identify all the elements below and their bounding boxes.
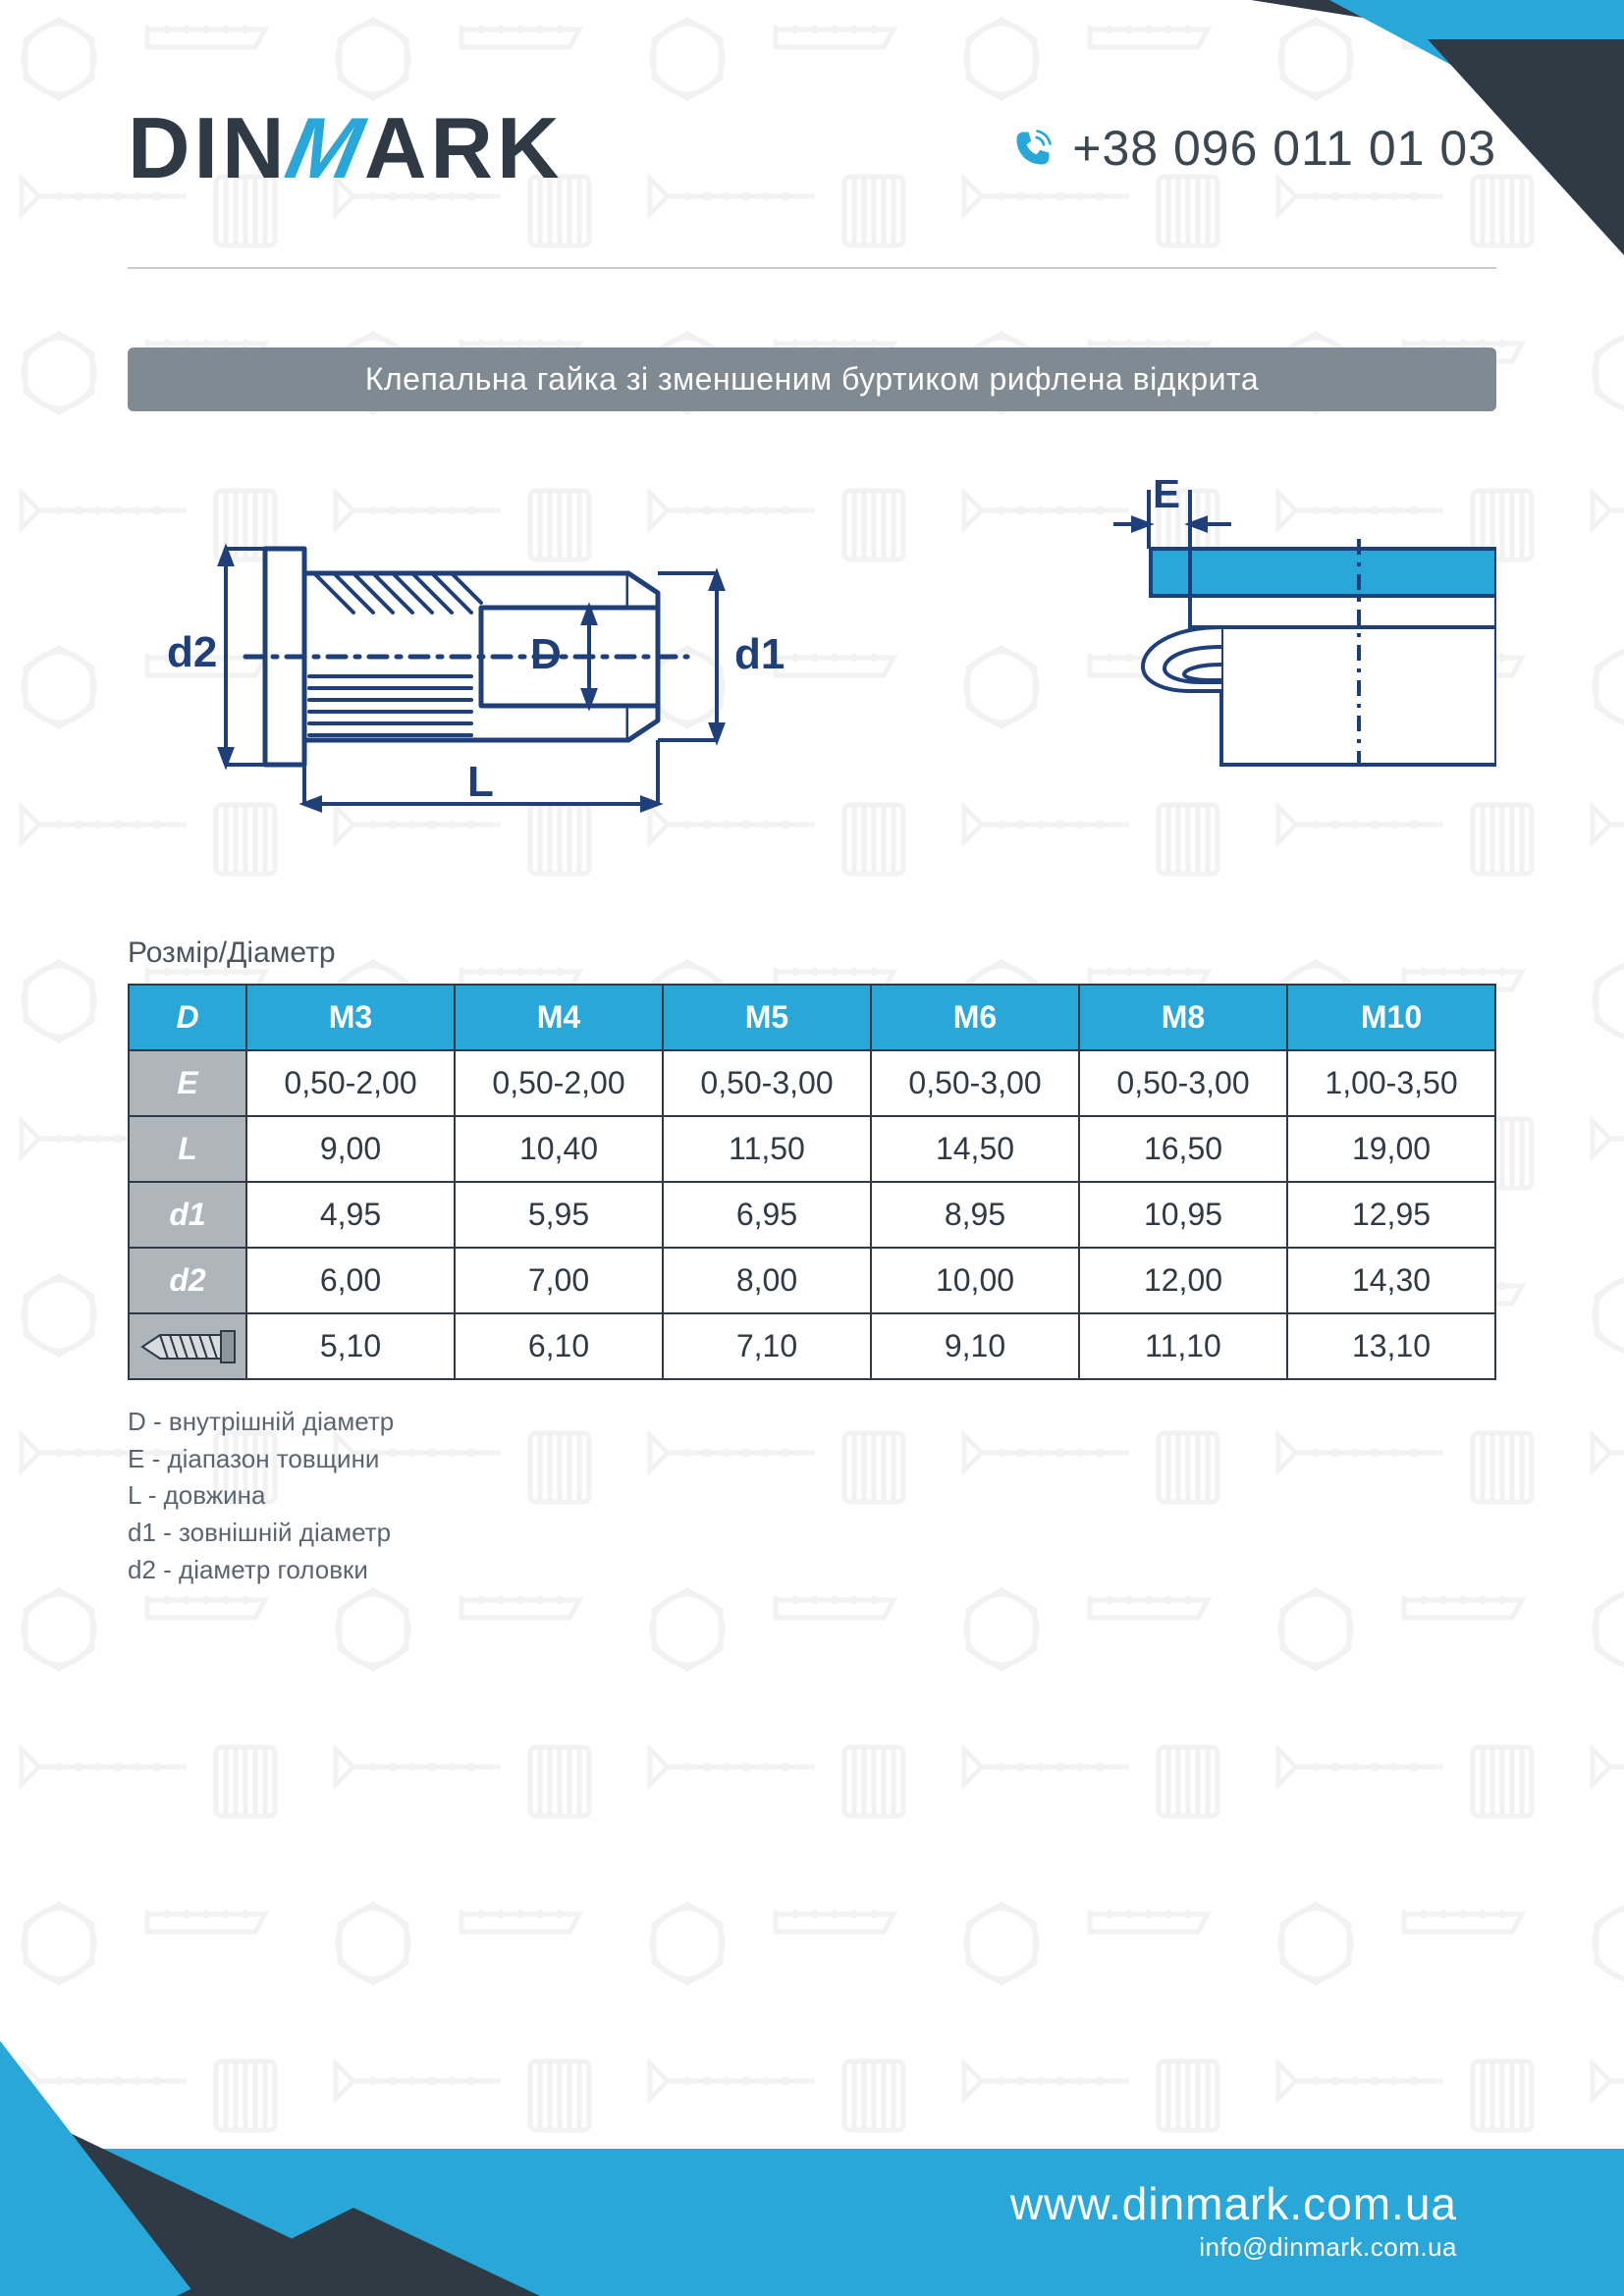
cell: 0,50-2,00 [246, 1050, 455, 1116]
document-title: Клепальна гайка зі зменшеним буртиком ри… [128, 347, 1496, 411]
dim-label-D: D [530, 630, 562, 678]
cell: 10,95 [1079, 1182, 1287, 1248]
footer-email: info@dinmark.com.ua [1010, 2232, 1457, 2263]
table-row: E 0,50-2,00 0,50-2,00 0,50-3,00 0,50-3,0… [129, 1050, 1495, 1116]
cell: 8,00 [663, 1248, 871, 1313]
cell: 7,10 [663, 1313, 871, 1379]
cell: 10,00 [871, 1248, 1079, 1313]
phone-icon [1011, 127, 1055, 170]
footer-text: www.dinmark.com.ua info@dinmark.com.ua [1010, 2177, 1457, 2263]
cell: 11,50 [663, 1116, 871, 1182]
cell: 9,00 [246, 1116, 455, 1182]
cell: 12,00 [1079, 1248, 1287, 1313]
row-header: L [129, 1116, 246, 1182]
table-row: d1 4,95 5,95 6,95 8,95 10,95 12,95 [129, 1182, 1495, 1248]
col-header: M10 [1287, 985, 1495, 1050]
phone-block: +38 096 011 01 03 [1011, 120, 1496, 177]
row-header: E [129, 1050, 246, 1116]
cell: 0,50-3,00 [871, 1050, 1079, 1116]
spec-table: D M3 M4 M5 M6 M8 M10 E 0,50-2,00 0,50-2,… [128, 984, 1496, 1380]
logo-text-pre: DIN [128, 98, 289, 198]
cell: 11,10 [1079, 1313, 1287, 1379]
legend-line: D - внутрішній діаметр [128, 1404, 1496, 1441]
legend-line: E - діапазон товщини [128, 1441, 1496, 1478]
footer-website: www.dinmark.com.ua [1010, 2177, 1457, 2230]
cell: 14,50 [871, 1116, 1079, 1182]
cell: 16,50 [1079, 1116, 1287, 1182]
col-header: M3 [246, 985, 455, 1050]
drill-bit-icon [138, 1327, 237, 1366]
cell: 6,00 [246, 1248, 455, 1313]
col-header: M6 [871, 985, 1079, 1050]
row-header-drill-icon [129, 1313, 246, 1379]
dim-label-d2: d2 [167, 628, 217, 676]
row-header: d2 [129, 1248, 246, 1313]
legend-line: d2 - діаметр головки [128, 1552, 1496, 1589]
cell: 5,95 [455, 1182, 663, 1248]
cell: 5,10 [246, 1313, 455, 1379]
dim-label-E: E [1153, 480, 1180, 516]
diagram-main: d2 D d1 [128, 480, 835, 838]
cell: 8,95 [871, 1182, 1079, 1248]
cell: 0,50-3,00 [663, 1050, 871, 1116]
header-divider [128, 267, 1496, 269]
cell: 7,00 [455, 1248, 663, 1313]
cell: 0,50-3,00 [1079, 1050, 1287, 1116]
cell: 4,95 [246, 1182, 455, 1248]
col-header: M8 [1079, 985, 1287, 1050]
phone-number: +38 096 011 01 03 [1072, 120, 1496, 177]
legend-line: d1 - зовнішній діаметр [128, 1515, 1496, 1552]
col-header: M4 [455, 985, 663, 1050]
col-header: M5 [663, 985, 871, 1050]
logo-text-post: ARK [364, 98, 564, 198]
table-header-row: D M3 M4 M5 M6 M8 M10 [129, 985, 1495, 1050]
logo-text-accent: M [278, 98, 375, 198]
table-row: L 9,00 10,40 11,50 14,50 16,50 19,00 [129, 1116, 1495, 1182]
cell: 14,30 [1287, 1248, 1495, 1313]
brand-logo: DINMARK [128, 98, 564, 198]
dim-label-L: L [467, 758, 494, 806]
table-caption: Розмір/Діаметр [128, 936, 1496, 970]
cell: 0,50-2,00 [455, 1050, 663, 1116]
cell: 10,40 [455, 1116, 663, 1182]
cell: 9,10 [871, 1313, 1079, 1379]
cell: 12,95 [1287, 1182, 1495, 1248]
row-header: d1 [129, 1182, 246, 1248]
diagram-install: E [1074, 480, 1496, 789]
legend-block: D - внутрішній діаметр E - діапазон товщ… [128, 1404, 1496, 1588]
table-row: d2 6,00 7,00 8,00 10,00 12,00 14,30 [129, 1248, 1495, 1313]
table-corner-cell: D [129, 985, 246, 1050]
cell: 6,95 [663, 1182, 871, 1248]
legend-line: L - довжина [128, 1477, 1496, 1515]
cell: 19,00 [1287, 1116, 1495, 1182]
cell: 13,10 [1287, 1313, 1495, 1379]
dim-label-d1: d1 [734, 630, 785, 678]
cell: 1,00-3,50 [1287, 1050, 1495, 1116]
table-row: 5,10 6,10 7,10 9,10 11,10 13,10 [129, 1313, 1495, 1379]
cell: 6,10 [455, 1313, 663, 1379]
